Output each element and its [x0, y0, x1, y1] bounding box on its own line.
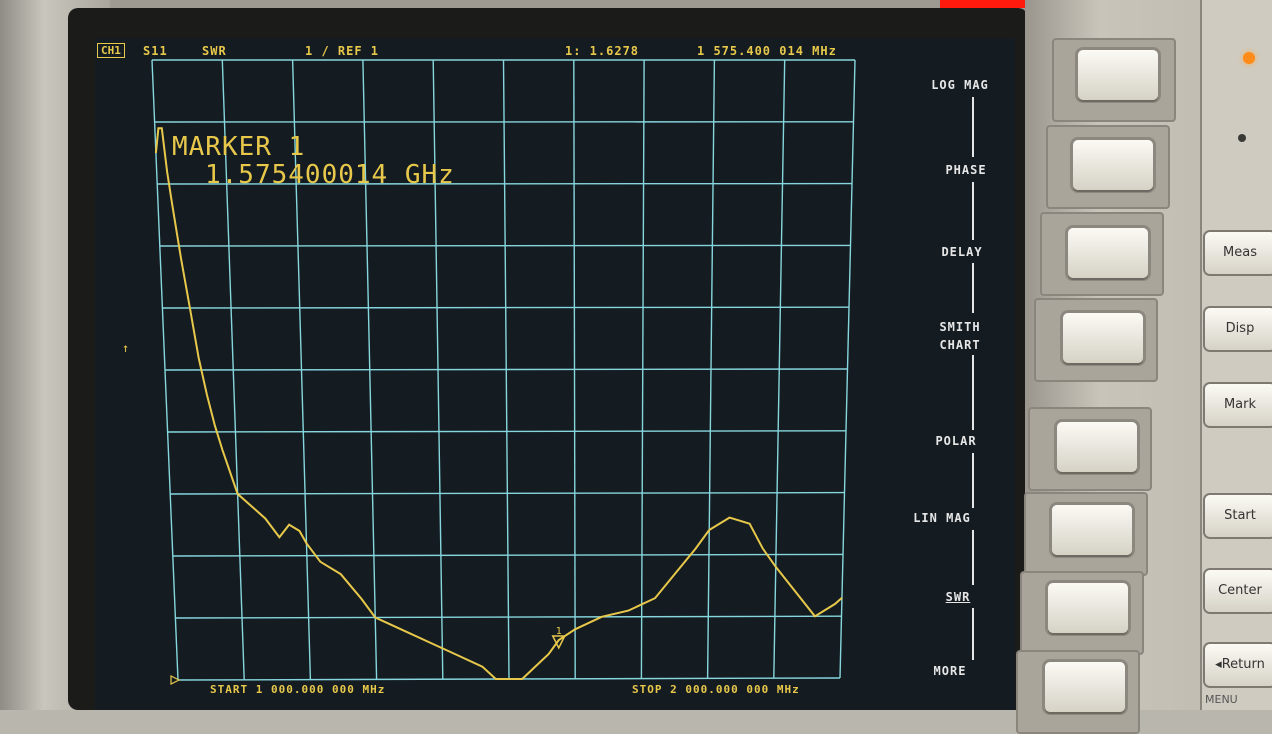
return-key[interactable]: ◂Return: [1205, 644, 1272, 686]
softkey-more[interactable]: MORE: [900, 664, 1000, 678]
softkey-button-1[interactable]: [1078, 50, 1158, 100]
softkey-button-2[interactable]: [1073, 140, 1153, 190]
menu-caption: MENU: [1205, 693, 1238, 706]
stop-frequency: STOP 2 000.000 000 MHz: [632, 683, 800, 696]
softkey-button-4[interactable]: [1063, 313, 1143, 363]
start-key[interactable]: Start: [1205, 495, 1272, 537]
channel-indicator: CH1: [97, 43, 125, 58]
softkey-divider: [972, 530, 974, 585]
marker-value-readout: 1: 1.6278: [565, 44, 639, 58]
softkey-button-6[interactable]: [1052, 505, 1132, 555]
softkey-divider: [972, 182, 974, 240]
meas-key[interactable]: Meas: [1205, 232, 1272, 274]
softkey-divider: [972, 355, 974, 430]
softkey-button-7[interactable]: [1048, 583, 1128, 633]
disp-key[interactable]: Disp: [1205, 308, 1272, 350]
softkey-swr[interactable]: SWR: [908, 590, 1008, 604]
softkey-divider: [972, 453, 974, 508]
return-key-label: Return: [1222, 657, 1265, 672]
mark-key[interactable]: Mark: [1205, 384, 1272, 426]
center-key[interactable]: Center: [1205, 570, 1272, 612]
indicator-dot-icon: [1238, 134, 1246, 142]
start-frequency: START 1 000.000 000 MHz: [210, 683, 385, 696]
softkey-divider: [972, 263, 974, 313]
softkey-phase[interactable]: PHASE: [916, 163, 1016, 177]
softkey-divider: [972, 608, 974, 660]
scale-label: 1 / REF 1: [305, 44, 379, 58]
marker-frequency-readout: 1 575.400 014 MHz: [697, 44, 837, 58]
marker-frequency: 1.575400014 GHz: [205, 160, 455, 190]
softkey-smith-chart-label: SMITH CHART: [930, 318, 990, 354]
softkey-delay[interactable]: DELAY: [912, 245, 1012, 259]
format-label: SWR: [202, 44, 227, 58]
parameter-label: S11: [143, 44, 168, 58]
softkey-button-5[interactable]: [1057, 422, 1137, 472]
softkey-polar[interactable]: POLAR: [906, 434, 1006, 448]
softkey-lin-mag[interactable]: LIN MAG: [892, 511, 992, 525]
softkey-button-8[interactable]: [1045, 662, 1125, 712]
softkey-button-3[interactable]: [1068, 228, 1148, 278]
softkey-smith-chart[interactable]: SMITH CHART: [910, 318, 1010, 354]
softkey-divider: [972, 97, 974, 157]
marker-title: MARKER 1: [172, 132, 305, 162]
softkey-log-mag[interactable]: LOG MAG: [910, 78, 1010, 92]
power-led-icon: [1243, 52, 1255, 64]
reference-position-arrow: ↑: [122, 341, 129, 355]
